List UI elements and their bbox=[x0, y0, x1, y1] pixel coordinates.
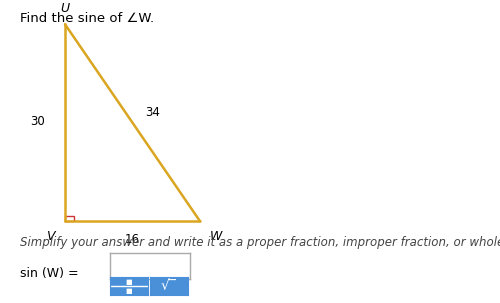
Text: 34: 34 bbox=[145, 106, 160, 118]
Text: 16: 16 bbox=[125, 233, 140, 246]
Text: ■: ■ bbox=[126, 279, 132, 285]
Text: 30: 30 bbox=[30, 115, 45, 128]
Text: Find the sine of ∠W.: Find the sine of ∠W. bbox=[20, 12, 154, 25]
Bar bbox=[65, 216, 74, 221]
Text: W: W bbox=[210, 230, 222, 243]
Text: U: U bbox=[60, 2, 70, 15]
Text: √‾: √‾ bbox=[161, 279, 176, 293]
Text: sin (W) =: sin (W) = bbox=[20, 267, 78, 280]
Text: ■: ■ bbox=[126, 288, 132, 294]
Text: Simplify your answer and write it as a proper fraction, improper fraction, or wh: Simplify your answer and write it as a p… bbox=[20, 236, 500, 249]
Text: V: V bbox=[46, 230, 54, 243]
